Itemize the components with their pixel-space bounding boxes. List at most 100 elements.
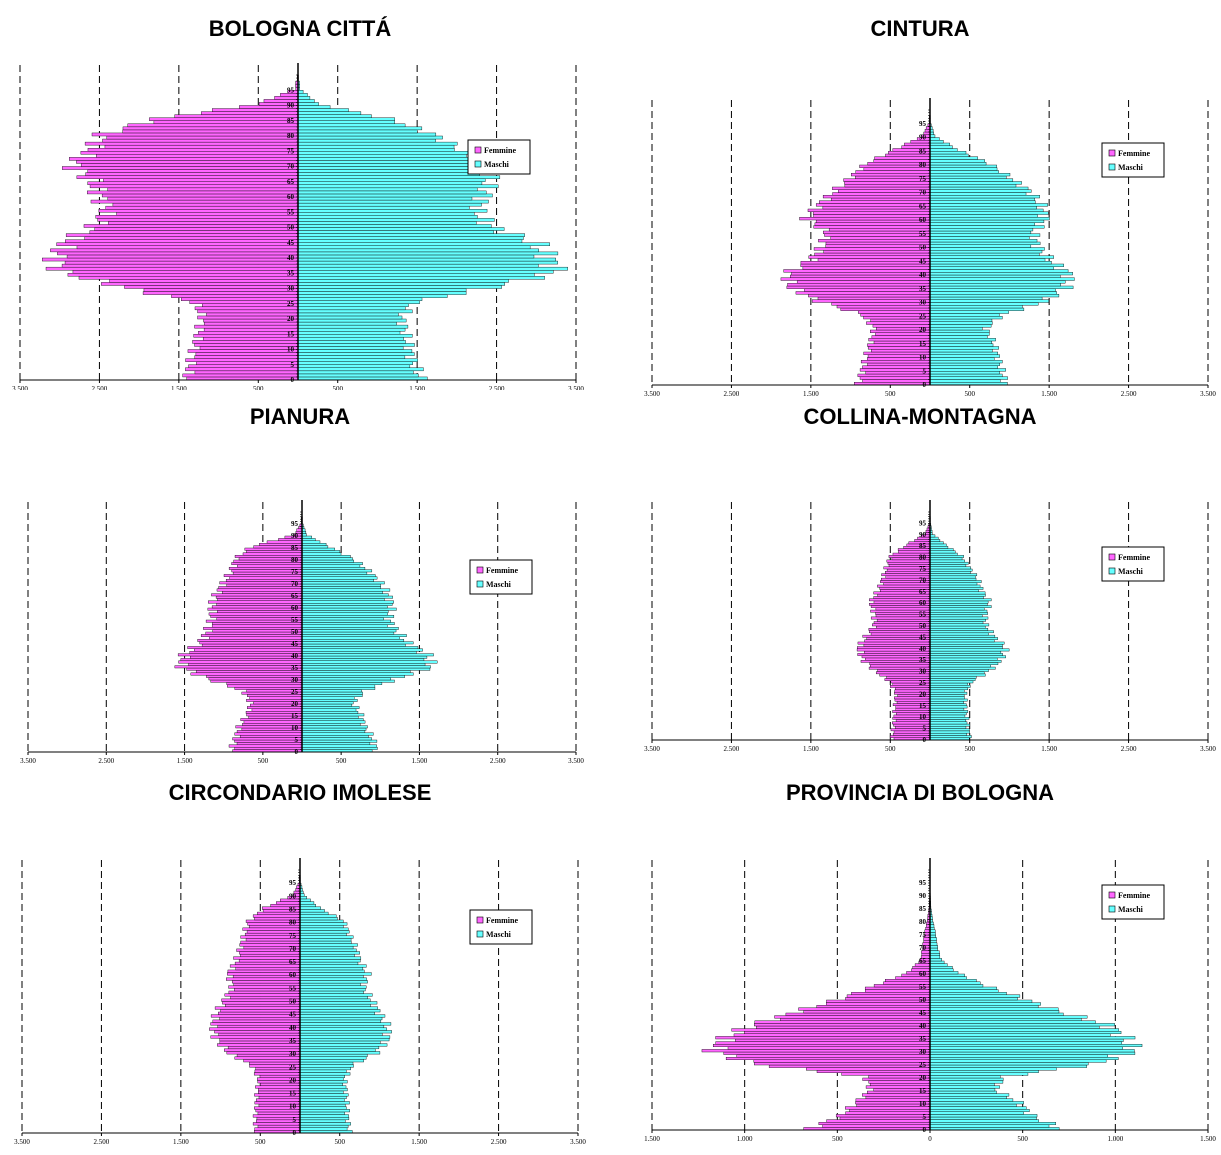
female-bar — [250, 697, 302, 699]
male-bar — [930, 930, 935, 933]
age-label: 95 — [919, 120, 927, 128]
male-bar — [302, 644, 405, 646]
male-bar — [930, 369, 1006, 372]
male-bar — [930, 1016, 1087, 1019]
female-bar — [198, 310, 298, 313]
male-bar — [302, 536, 312, 538]
female-bar — [124, 285, 298, 288]
female-bar — [76, 160, 298, 163]
male-bar — [298, 203, 482, 206]
female-bar — [814, 248, 930, 251]
male-bar — [298, 96, 310, 99]
male-bar — [302, 591, 383, 593]
male-bar — [930, 278, 1074, 281]
male-bar — [298, 359, 418, 362]
female-bar — [209, 637, 302, 639]
age-label: 45 — [291, 640, 299, 648]
female-bar — [65, 240, 298, 243]
female-bar — [744, 1031, 930, 1034]
female-bar — [88, 182, 298, 185]
male-bar — [930, 305, 1022, 308]
age-label: 35 — [919, 285, 927, 293]
male-bar — [302, 704, 352, 706]
male-bar — [300, 1125, 348, 1128]
male-bar — [930, 987, 997, 990]
male-bar — [300, 1086, 346, 1089]
male-bar — [302, 546, 328, 548]
female-bar — [235, 747, 302, 749]
female-bar — [68, 273, 298, 276]
male-bar — [300, 1104, 345, 1107]
female-bar — [243, 553, 302, 555]
age-label: 5 — [923, 367, 927, 375]
male-bar — [930, 692, 967, 694]
age-label: 20 — [919, 690, 927, 698]
male-bar — [298, 264, 538, 267]
male-bar — [300, 1044, 387, 1047]
female-bar — [235, 740, 302, 742]
female-bar — [817, 1005, 930, 1008]
male-bar — [302, 728, 366, 730]
female-bar — [108, 197, 298, 200]
age-label: 75 — [289, 932, 297, 940]
male-bar — [300, 1025, 384, 1028]
male-bar — [300, 896, 307, 899]
male-bar — [302, 718, 363, 720]
x-tick-label: 2.500 — [490, 757, 506, 765]
male-bar — [930, 1031, 1121, 1034]
age-label: 20 — [291, 700, 299, 708]
female-bar — [754, 1023, 930, 1026]
age-label: 55 — [919, 983, 927, 991]
male-bar — [930, 149, 957, 152]
male-bar — [930, 1081, 1003, 1084]
female-bar — [85, 142, 298, 145]
male-bar — [930, 647, 1003, 649]
male-bar — [302, 709, 356, 711]
male-bar — [302, 577, 377, 579]
male-bar — [930, 239, 1037, 242]
female-bar — [123, 127, 298, 130]
female-bar — [780, 1018, 930, 1021]
female-bar — [206, 620, 302, 622]
male-bar — [298, 102, 319, 105]
female-bar — [102, 194, 298, 197]
female-bar — [175, 666, 302, 668]
male-bar — [930, 564, 966, 566]
legend-label-male: Maschi — [1118, 567, 1144, 576]
male-bar — [300, 1088, 347, 1091]
male-bar — [298, 353, 414, 356]
female-bar — [904, 546, 930, 548]
male-bar — [302, 584, 381, 586]
male-bar — [930, 997, 1018, 1000]
male-bar — [302, 697, 354, 699]
male-bar — [300, 902, 314, 905]
x-tick-label: 2.500 — [92, 385, 108, 390]
female-bar — [77, 176, 298, 179]
age-label: 35 — [919, 1035, 927, 1043]
female-bar — [737, 1055, 930, 1058]
male-bar — [930, 542, 943, 544]
chart-title: COLLINA-MONTAGNA — [620, 404, 1220, 430]
male-bar — [930, 347, 999, 350]
female-bar — [846, 1112, 930, 1115]
age-label: 15 — [919, 340, 927, 348]
male-bar — [930, 283, 1061, 286]
x-tick-label: 2.500 — [489, 385, 505, 390]
female-bar — [275, 96, 298, 99]
age-label: 55 — [291, 616, 299, 624]
male-bar — [930, 1120, 1039, 1123]
male-bar — [302, 610, 388, 612]
male-bar — [302, 656, 427, 658]
legend-label-female: Femmine — [1118, 553, 1150, 562]
male-bar — [302, 682, 382, 684]
male-bar — [930, 206, 1037, 209]
male-bar — [302, 658, 424, 660]
male-bar — [930, 935, 936, 938]
female-bar — [203, 627, 302, 629]
female-bar — [185, 368, 298, 371]
male-bar — [930, 658, 997, 660]
